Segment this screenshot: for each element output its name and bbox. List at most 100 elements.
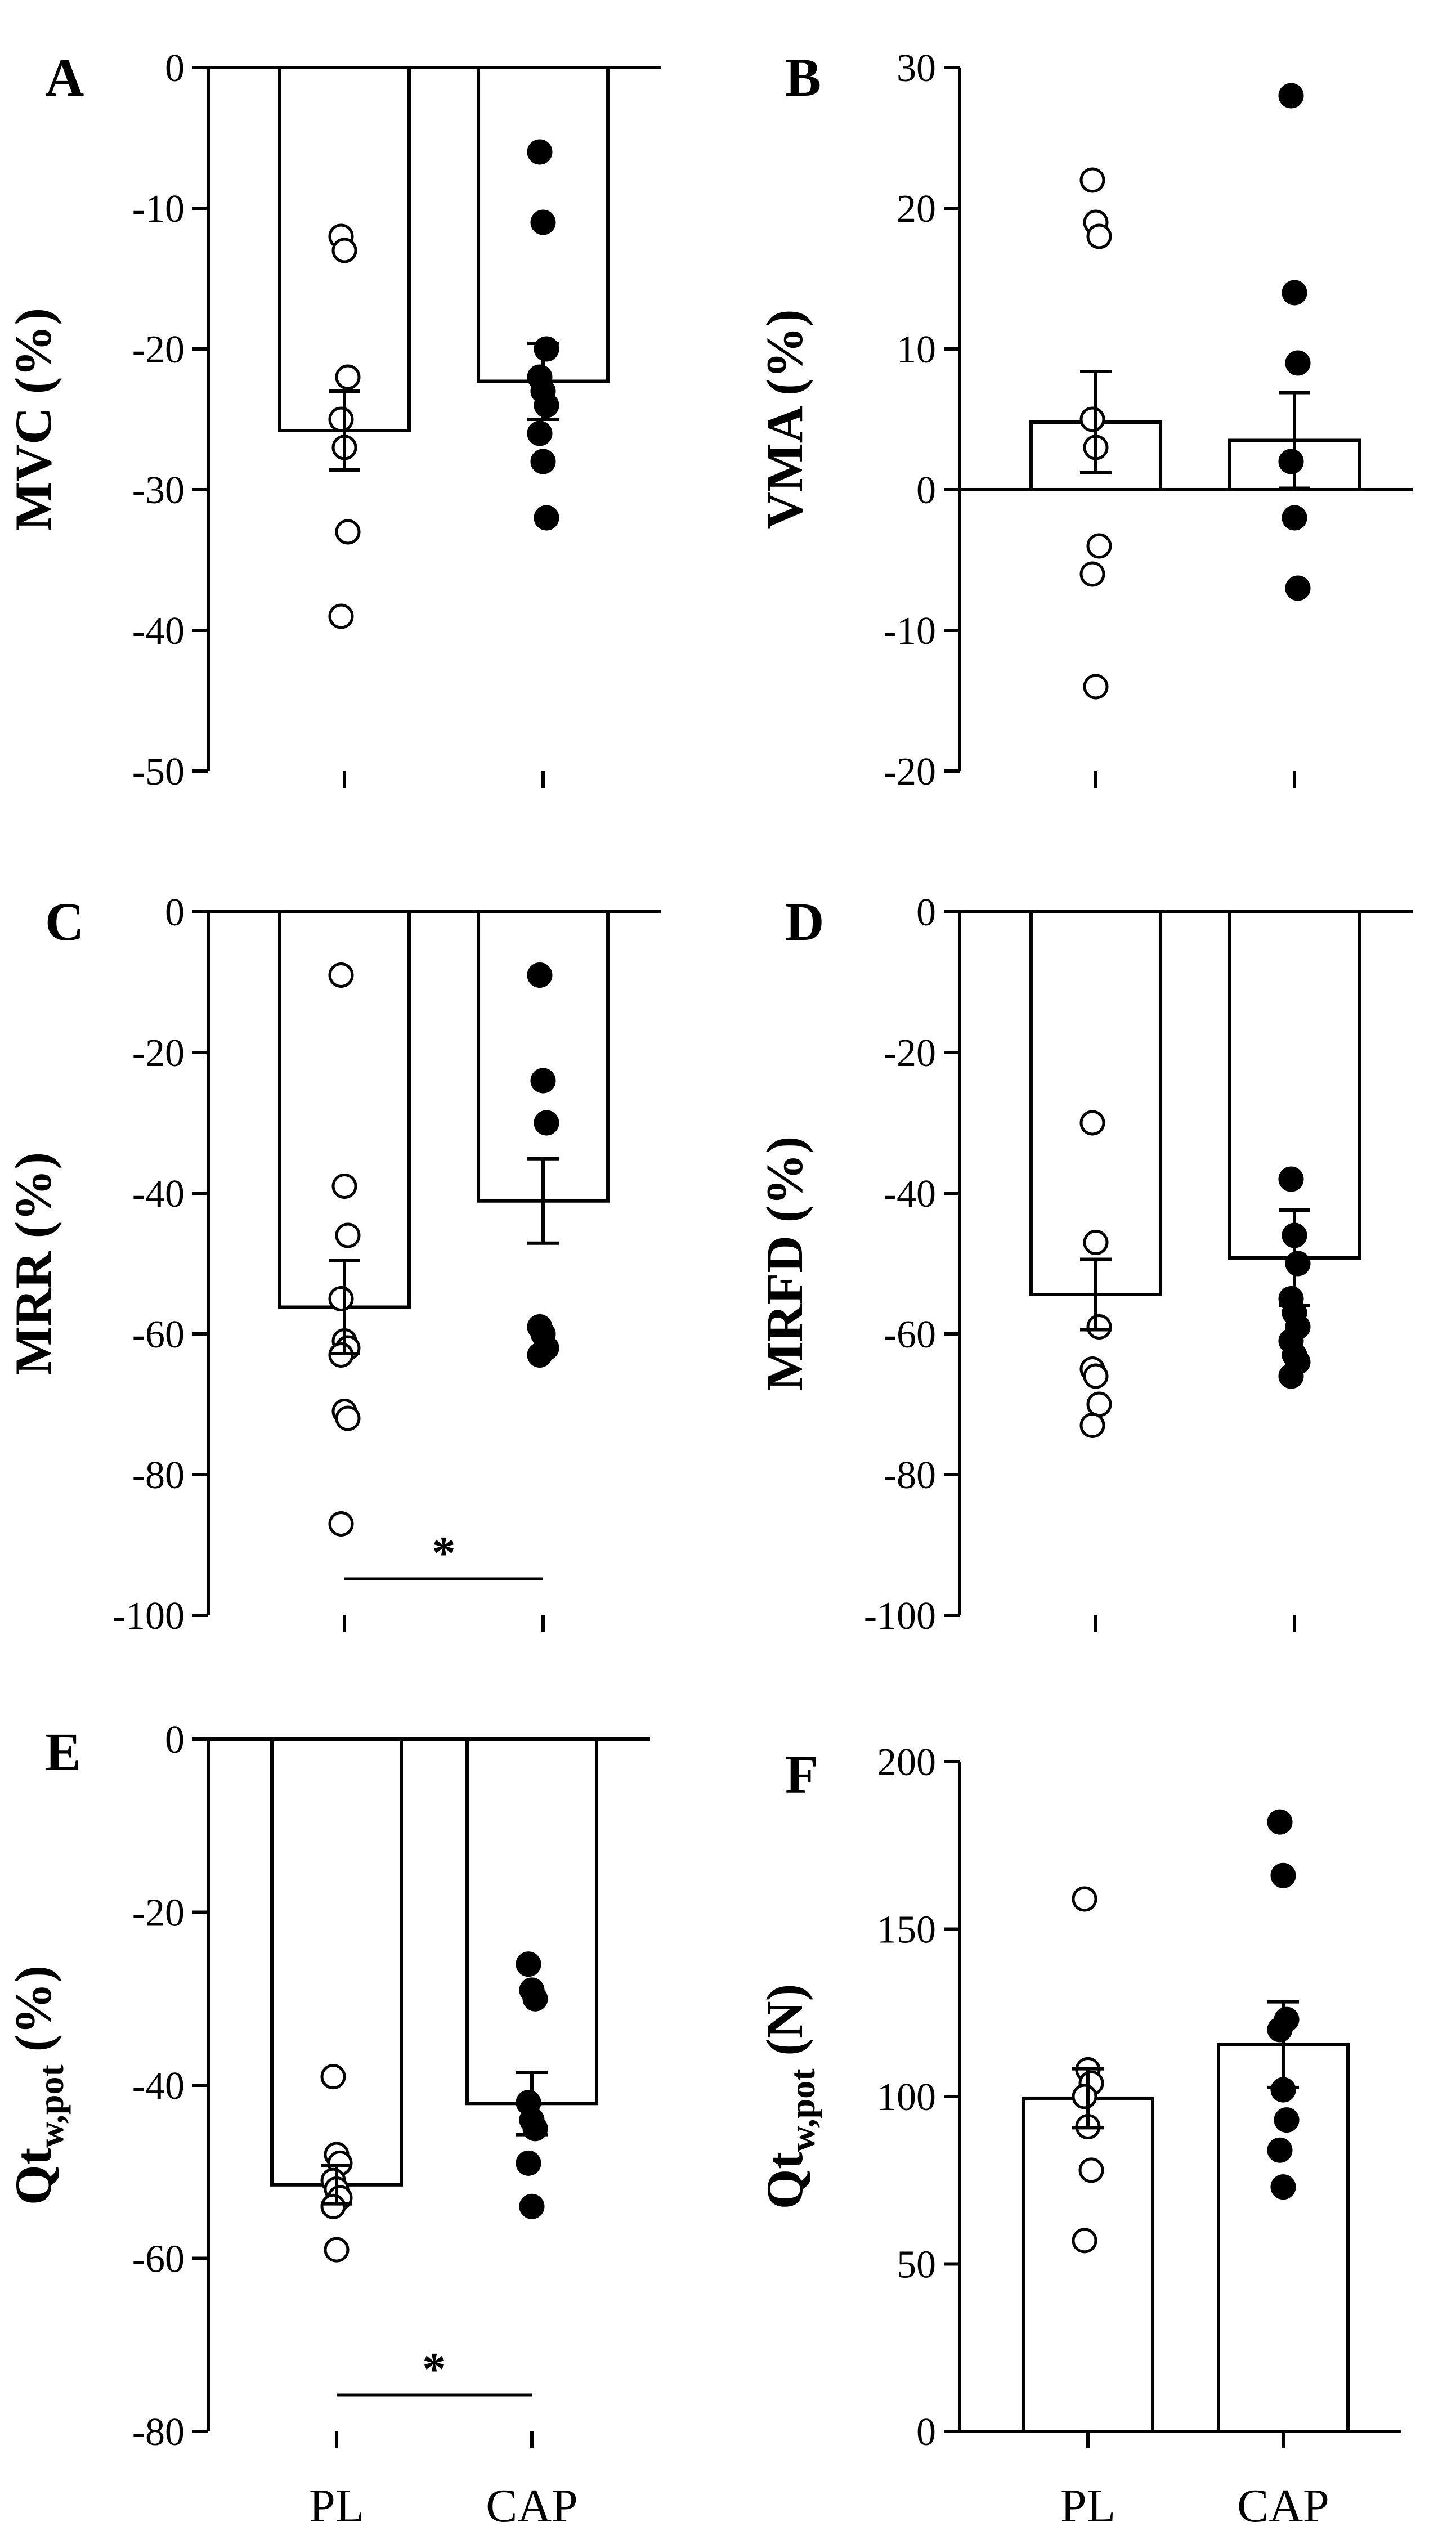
data-point-cap <box>530 449 556 474</box>
data-point-pl <box>1072 2084 1097 2109</box>
data-point-pl <box>320 2193 346 2219</box>
data-point-pl <box>1079 1413 1105 1438</box>
data-point-pl <box>1086 533 1112 559</box>
y-tick-label: 20 <box>897 187 936 231</box>
panel-d: D 0 -20 -40 -60 -80 -100 MRFD (%) <box>756 891 1413 1638</box>
y-axis-label: MVC (%) <box>5 308 62 531</box>
data-point-pl <box>1078 2157 1104 2183</box>
data-point-pl <box>1086 223 1112 249</box>
y-tick-label: -100 <box>113 1595 185 1638</box>
data-point-cap <box>527 420 553 446</box>
y-tick-label: 50 <box>897 2243 936 2287</box>
data-point-cap <box>534 505 559 531</box>
data-point-cap <box>1270 2174 1296 2200</box>
data-point-pl <box>328 603 354 629</box>
y-label-unit: (%) <box>5 1965 62 2064</box>
data-point-cap <box>530 209 556 235</box>
y-label-main: Qt <box>756 2152 813 2210</box>
panel-letter: B <box>785 47 821 108</box>
data-point-pl <box>1086 1391 1112 1417</box>
data-point-cap <box>1278 449 1304 474</box>
data-point-cap <box>1270 1862 1296 1888</box>
y-tick-label: 200 <box>877 1741 936 1784</box>
y-tick-label: 0 <box>916 2411 936 2454</box>
panel-c: C 0 -20 -40 -60 -80 -100 * MRR (%) <box>5 891 661 1638</box>
y-tick-label: -80 <box>884 1454 936 1497</box>
x-category-label: CAP <box>1237 2480 1329 2532</box>
y-tick-label: -10 <box>884 610 936 653</box>
data-point-pl <box>324 2237 350 2263</box>
significance-star: * <box>432 1527 456 1579</box>
data-point-pl <box>328 406 354 432</box>
panel-e: E 0 -20 -40 -60 -80 PL CAP * Qtw,pot (%) <box>5 1718 650 2532</box>
y-tick-label: 0 <box>165 47 185 90</box>
data-point-cap <box>1274 2107 1300 2133</box>
data-point-cap <box>1267 2137 1293 2163</box>
y-label-subscript: w,pot <box>31 2064 71 2148</box>
y-tick-label: 0 <box>916 891 936 934</box>
data-point-cap <box>522 2116 548 2142</box>
bar-pl <box>270 1737 403 2187</box>
bar-pl <box>1022 2096 1154 2434</box>
y-tick-label: -20 <box>132 1032 185 1075</box>
y-tick-label: 0 <box>165 1718 185 1762</box>
y-label-main: MVC (%) <box>5 308 62 531</box>
data-point-cap <box>1282 280 1307 306</box>
data-point-cap <box>534 392 559 418</box>
panel-letter: C <box>45 892 84 952</box>
panel-b: B 30 20 10 0 -10 -20 VMA (%) <box>756 47 1413 794</box>
data-point-pl <box>1079 1110 1105 1136</box>
data-point-pl <box>1083 674 1109 700</box>
data-point-pl <box>335 1405 361 1431</box>
data-point-cap <box>530 1068 556 1094</box>
y-tick-label: -20 <box>132 328 185 371</box>
y-tick-label: 10 <box>897 328 936 371</box>
data-point-pl <box>1083 1230 1109 1255</box>
bar-cap <box>1217 2043 1350 2433</box>
y-label-subscript: w,pot <box>782 2068 822 2152</box>
bar-cap <box>477 910 610 1203</box>
data-point-cap <box>1285 350 1311 376</box>
y-tick-label: 0 <box>916 469 936 512</box>
data-point-cap <box>534 336 559 362</box>
y-label-unit: (N) <box>756 1984 813 2069</box>
y-tick-label: -80 <box>132 1454 185 1497</box>
y-tick-label: -80 <box>132 2411 185 2454</box>
y-tick-label: -50 <box>132 750 185 794</box>
y-tick-label: -40 <box>884 1172 936 1216</box>
data-point-cap <box>1267 2017 1293 2043</box>
panel-letter: F <box>785 1744 818 1804</box>
y-tick-label: -60 <box>884 1313 936 1356</box>
y-tick-label: -100 <box>864 1595 936 1638</box>
data-point-cap <box>1282 505 1307 531</box>
x-category-label: CAP <box>486 2480 577 2532</box>
x-category-label: PL <box>1060 2480 1115 2532</box>
data-point-cap <box>516 2150 541 2176</box>
data-point-pl <box>320 2064 346 2090</box>
y-tick-label: -20 <box>884 1032 936 1075</box>
y-tick-label: -40 <box>132 2064 185 2108</box>
data-point-cap <box>1285 575 1311 601</box>
panel-letter: E <box>45 1722 81 1782</box>
bar-cap <box>465 1737 598 2106</box>
y-tick-label: -60 <box>132 2238 185 2281</box>
data-point-pl <box>328 1511 354 1537</box>
data-point-cap <box>1278 83 1304 109</box>
data-point-cap <box>519 2193 545 2219</box>
y-tick-label: -60 <box>132 1313 185 1356</box>
data-point-cap <box>1285 1251 1311 1277</box>
data-point-pl <box>331 1174 357 1199</box>
data-point-cap <box>516 1951 541 1977</box>
y-axis-label: MRR (%) <box>5 1152 62 1375</box>
data-point-cap <box>534 1110 559 1136</box>
data-point-pl <box>1072 1886 1097 1912</box>
data-point-cap <box>527 962 553 988</box>
y-axis-label: Qtw,pot (%) <box>5 1965 71 2205</box>
y-tick-label: -20 <box>884 750 936 794</box>
y-tick-label: 0 <box>165 891 185 934</box>
y-tick-label: 150 <box>877 1909 936 1952</box>
y-axis-label: Qtw,pot (N) <box>756 1984 822 2210</box>
y-label-main: VMA (%) <box>756 310 813 530</box>
data-point-pl <box>1079 561 1105 587</box>
